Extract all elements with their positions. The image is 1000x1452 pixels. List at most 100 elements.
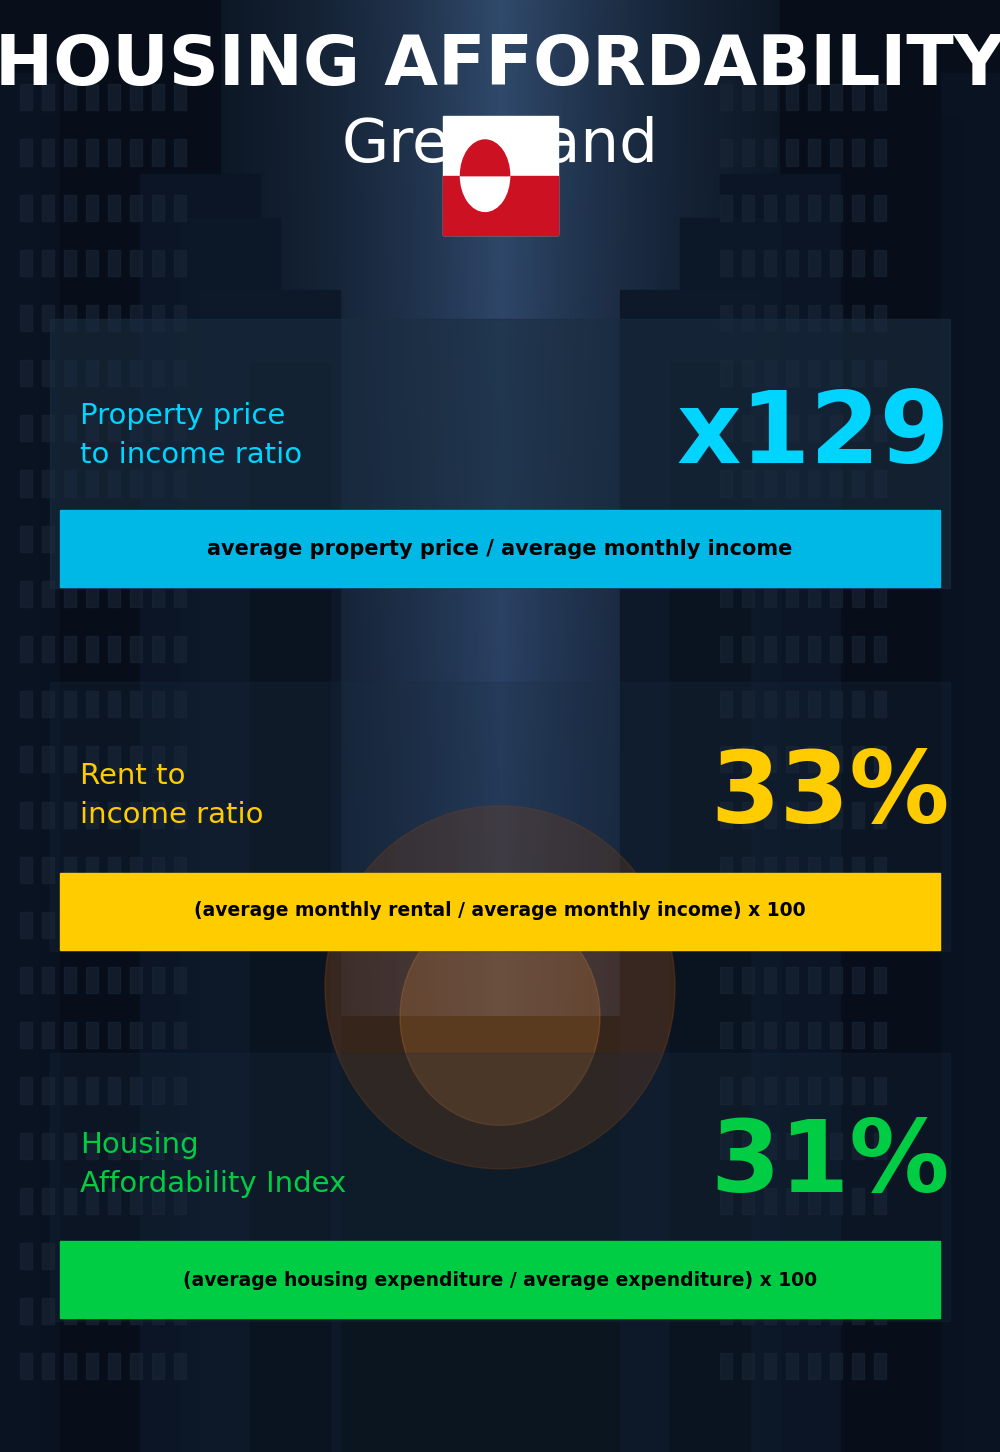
Bar <box>764 1243 776 1269</box>
Bar <box>830 746 842 772</box>
Bar <box>852 139 864 166</box>
Bar <box>830 470 842 497</box>
Bar <box>720 1133 732 1159</box>
Bar <box>780 0 940 1452</box>
Bar <box>60 873 940 950</box>
Bar <box>830 691 842 717</box>
Bar <box>108 526 120 552</box>
Bar <box>152 1188 164 1214</box>
Bar <box>20 1022 32 1048</box>
Bar <box>20 581 32 607</box>
Bar <box>852 1353 864 1379</box>
Bar <box>108 470 120 497</box>
Text: Greenland: Greenland <box>342 116 658 174</box>
Bar <box>852 912 864 938</box>
Bar <box>20 1188 32 1214</box>
Bar <box>764 691 776 717</box>
Bar <box>64 470 76 497</box>
Bar <box>764 1353 776 1379</box>
Bar <box>86 802 98 828</box>
Bar <box>680 218 780 1452</box>
Bar <box>808 746 820 772</box>
Bar <box>852 802 864 828</box>
Bar <box>64 912 76 938</box>
Text: average property price / average monthly income: average property price / average monthly… <box>207 539 793 559</box>
Bar <box>720 415 732 441</box>
Bar <box>840 116 960 1452</box>
Bar <box>742 857 754 883</box>
Bar <box>42 802 54 828</box>
Bar <box>830 139 842 166</box>
Bar <box>442 176 558 235</box>
Bar <box>764 415 776 441</box>
Bar <box>108 305 120 331</box>
Bar <box>874 415 886 441</box>
Bar <box>130 526 142 552</box>
Text: Property price
to income ratio: Property price to income ratio <box>80 402 302 469</box>
Bar <box>174 912 186 938</box>
Bar <box>830 250 842 276</box>
Bar <box>152 1353 164 1379</box>
Bar <box>108 1022 120 1048</box>
Bar <box>742 967 754 993</box>
Bar <box>786 912 798 938</box>
Bar <box>20 415 32 441</box>
Bar <box>64 857 76 883</box>
Bar <box>874 581 886 607</box>
Bar <box>742 250 754 276</box>
Wedge shape <box>460 139 510 176</box>
Bar <box>874 1133 886 1159</box>
Bar <box>620 290 760 1452</box>
Bar <box>874 1353 886 1379</box>
Bar <box>130 84 142 110</box>
Bar <box>830 360 842 386</box>
Bar <box>20 139 32 166</box>
Bar <box>64 195 76 221</box>
Bar <box>874 1188 886 1214</box>
Bar <box>786 305 798 331</box>
Bar <box>64 802 76 828</box>
Bar <box>720 470 732 497</box>
Bar <box>152 139 164 166</box>
Bar <box>852 250 864 276</box>
Bar <box>152 1077 164 1104</box>
Bar <box>720 691 732 717</box>
Bar <box>152 967 164 993</box>
Bar <box>874 250 886 276</box>
Bar <box>808 526 820 552</box>
Text: x129: x129 <box>677 388 950 484</box>
Bar <box>130 305 142 331</box>
Bar <box>174 691 186 717</box>
Bar <box>130 1133 142 1159</box>
Bar <box>174 305 186 331</box>
Bar <box>20 1353 32 1379</box>
Bar <box>108 250 120 276</box>
Bar <box>786 802 798 828</box>
Bar <box>764 526 776 552</box>
Bar <box>130 250 142 276</box>
Bar <box>174 1243 186 1269</box>
Bar <box>852 581 864 607</box>
Bar <box>108 691 120 717</box>
Bar <box>808 636 820 662</box>
Bar <box>20 857 32 883</box>
Bar <box>64 250 76 276</box>
Bar <box>852 1298 864 1324</box>
Bar <box>20 746 32 772</box>
Bar <box>86 139 98 166</box>
Bar <box>174 526 186 552</box>
Bar <box>174 139 186 166</box>
Bar <box>850 73 1000 1452</box>
Bar <box>174 84 186 110</box>
Bar <box>830 195 842 221</box>
Bar <box>720 195 732 221</box>
Bar <box>874 746 886 772</box>
Bar <box>852 415 864 441</box>
Bar <box>764 360 776 386</box>
Bar <box>852 195 864 221</box>
Bar <box>152 1298 164 1324</box>
Bar <box>742 526 754 552</box>
Bar <box>42 470 54 497</box>
Bar <box>764 250 776 276</box>
Bar <box>808 581 820 607</box>
